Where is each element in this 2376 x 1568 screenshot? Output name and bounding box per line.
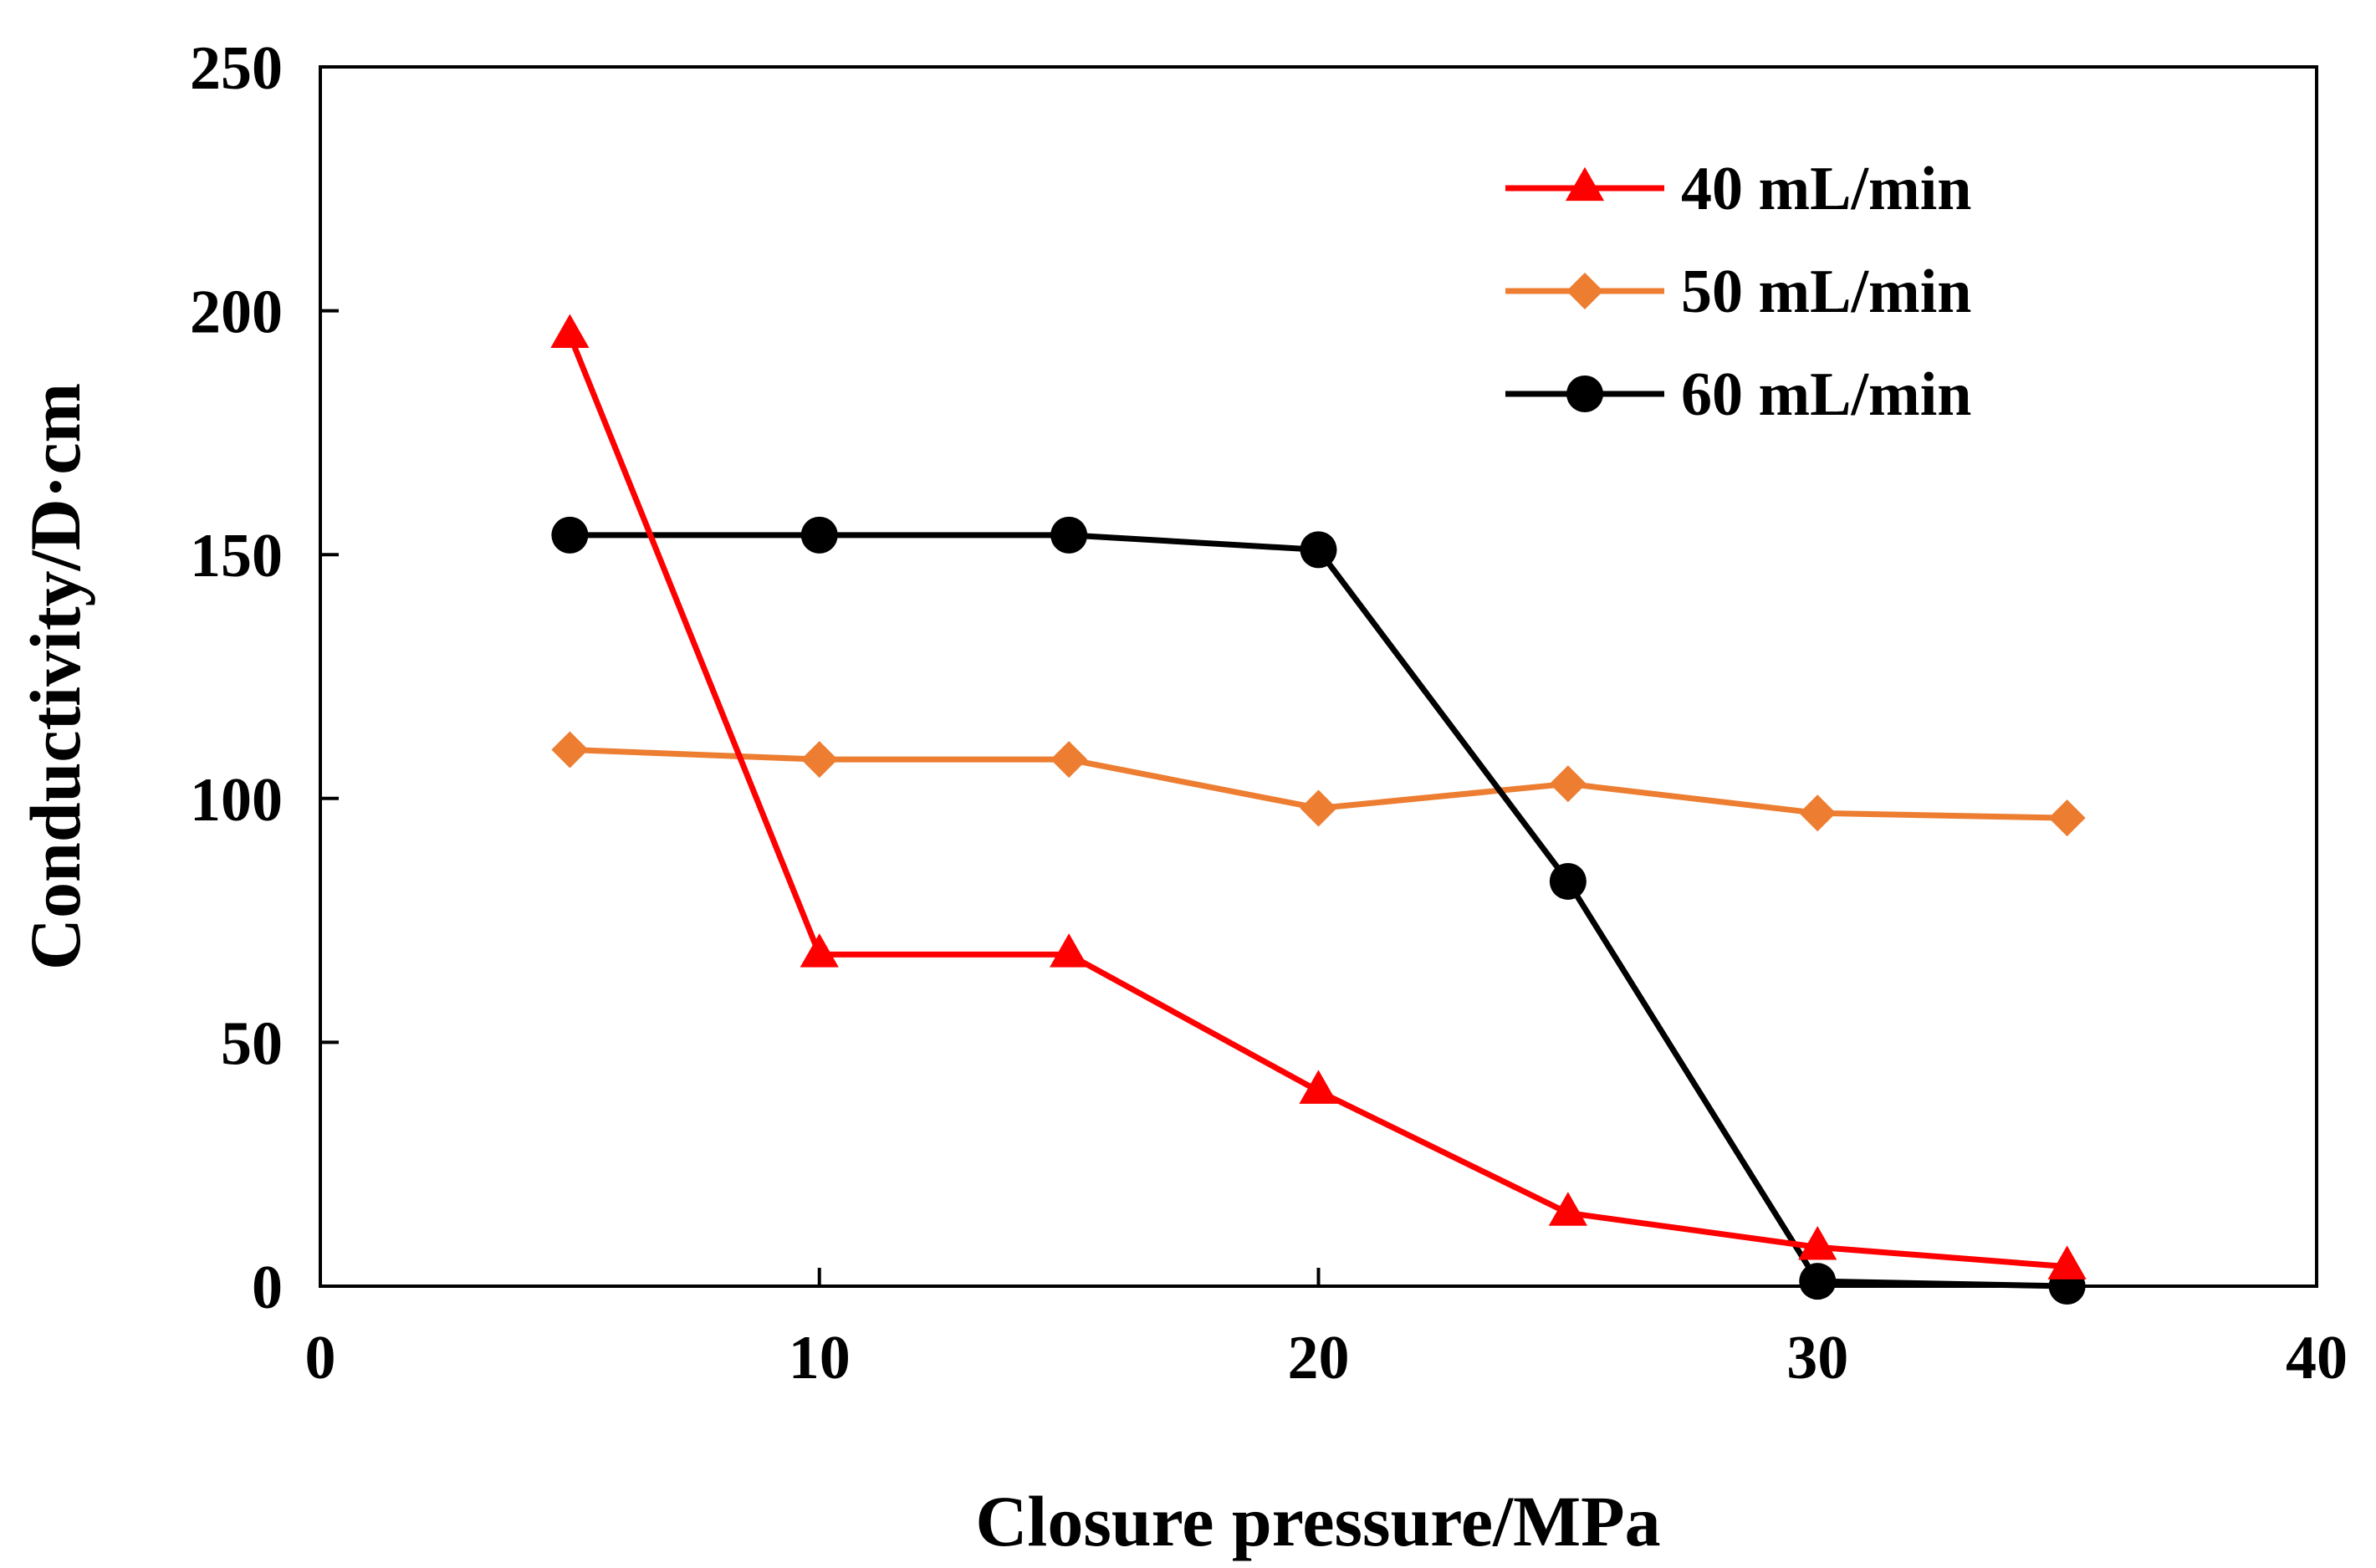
x-tick-label: 40	[2286, 1324, 2348, 1392]
y-axis-ticks: 0 50 100 150 200 250	[190, 34, 339, 1322]
data-point-triangle	[2047, 1245, 2087, 1279]
data-point-triangle	[550, 314, 590, 348]
data-point-diamond	[1050, 741, 1088, 779]
x-tick-label: 30	[1786, 1324, 1848, 1392]
y-tick-label: 200	[190, 278, 283, 347]
data-point-circle	[800, 516, 838, 554]
x-axis-title: Closure pressure/MPa	[975, 1481, 1660, 1561]
y-tick-label: 150	[190, 522, 283, 590]
data-point-circle	[1799, 1263, 1837, 1300]
data-point-circle	[1050, 516, 1088, 554]
data-point-diamond	[1549, 765, 1587, 803]
legend-marker-diamond	[1566, 273, 1603, 309]
data-point-diamond	[2048, 799, 2086, 837]
y-tick-label: 50	[221, 1009, 283, 1078]
legend: 40 mL/min 50 mL/min 60 mL/min	[1505, 155, 1971, 429]
x-tick-label: 20	[1288, 1324, 1350, 1392]
data-point-circle	[551, 516, 589, 554]
legend-marker-circle	[1566, 375, 1603, 412]
data-point-circle	[1300, 531, 1337, 569]
y-tick-label: 0	[252, 1254, 283, 1322]
series-60-ml-min	[551, 516, 2086, 1305]
legend-label: 40 mL/min	[1681, 155, 1971, 223]
data-point-diamond	[800, 741, 838, 779]
data-point-triangle	[1050, 933, 1089, 968]
y-tick-label: 250	[190, 34, 283, 103]
series-layer	[550, 314, 2087, 1305]
data-point-triangle	[1798, 1226, 1837, 1260]
y-tick-label: 100	[190, 766, 283, 835]
legend-marker-triangle	[1565, 166, 1605, 202]
x-tick-label: 0	[305, 1324, 336, 1392]
data-point-diamond	[1799, 794, 1837, 832]
data-point-circle	[1549, 862, 1587, 900]
data-point-triangle	[1299, 1070, 1338, 1104]
data-point-triangle	[800, 933, 839, 968]
y-axis-title: Conductivity/D·cm	[15, 383, 95, 970]
x-tick-label: 10	[789, 1324, 851, 1392]
legend-label: 60 mL/min	[1681, 360, 1971, 429]
legend-label: 50 mL/min	[1681, 258, 1971, 326]
data-point-diamond	[551, 731, 589, 769]
data-point-triangle	[1548, 1192, 1587, 1226]
series-50-ml-min	[551, 731, 2086, 837]
series-40-ml-min	[550, 314, 2087, 1279]
data-point-diamond	[1300, 789, 1337, 827]
